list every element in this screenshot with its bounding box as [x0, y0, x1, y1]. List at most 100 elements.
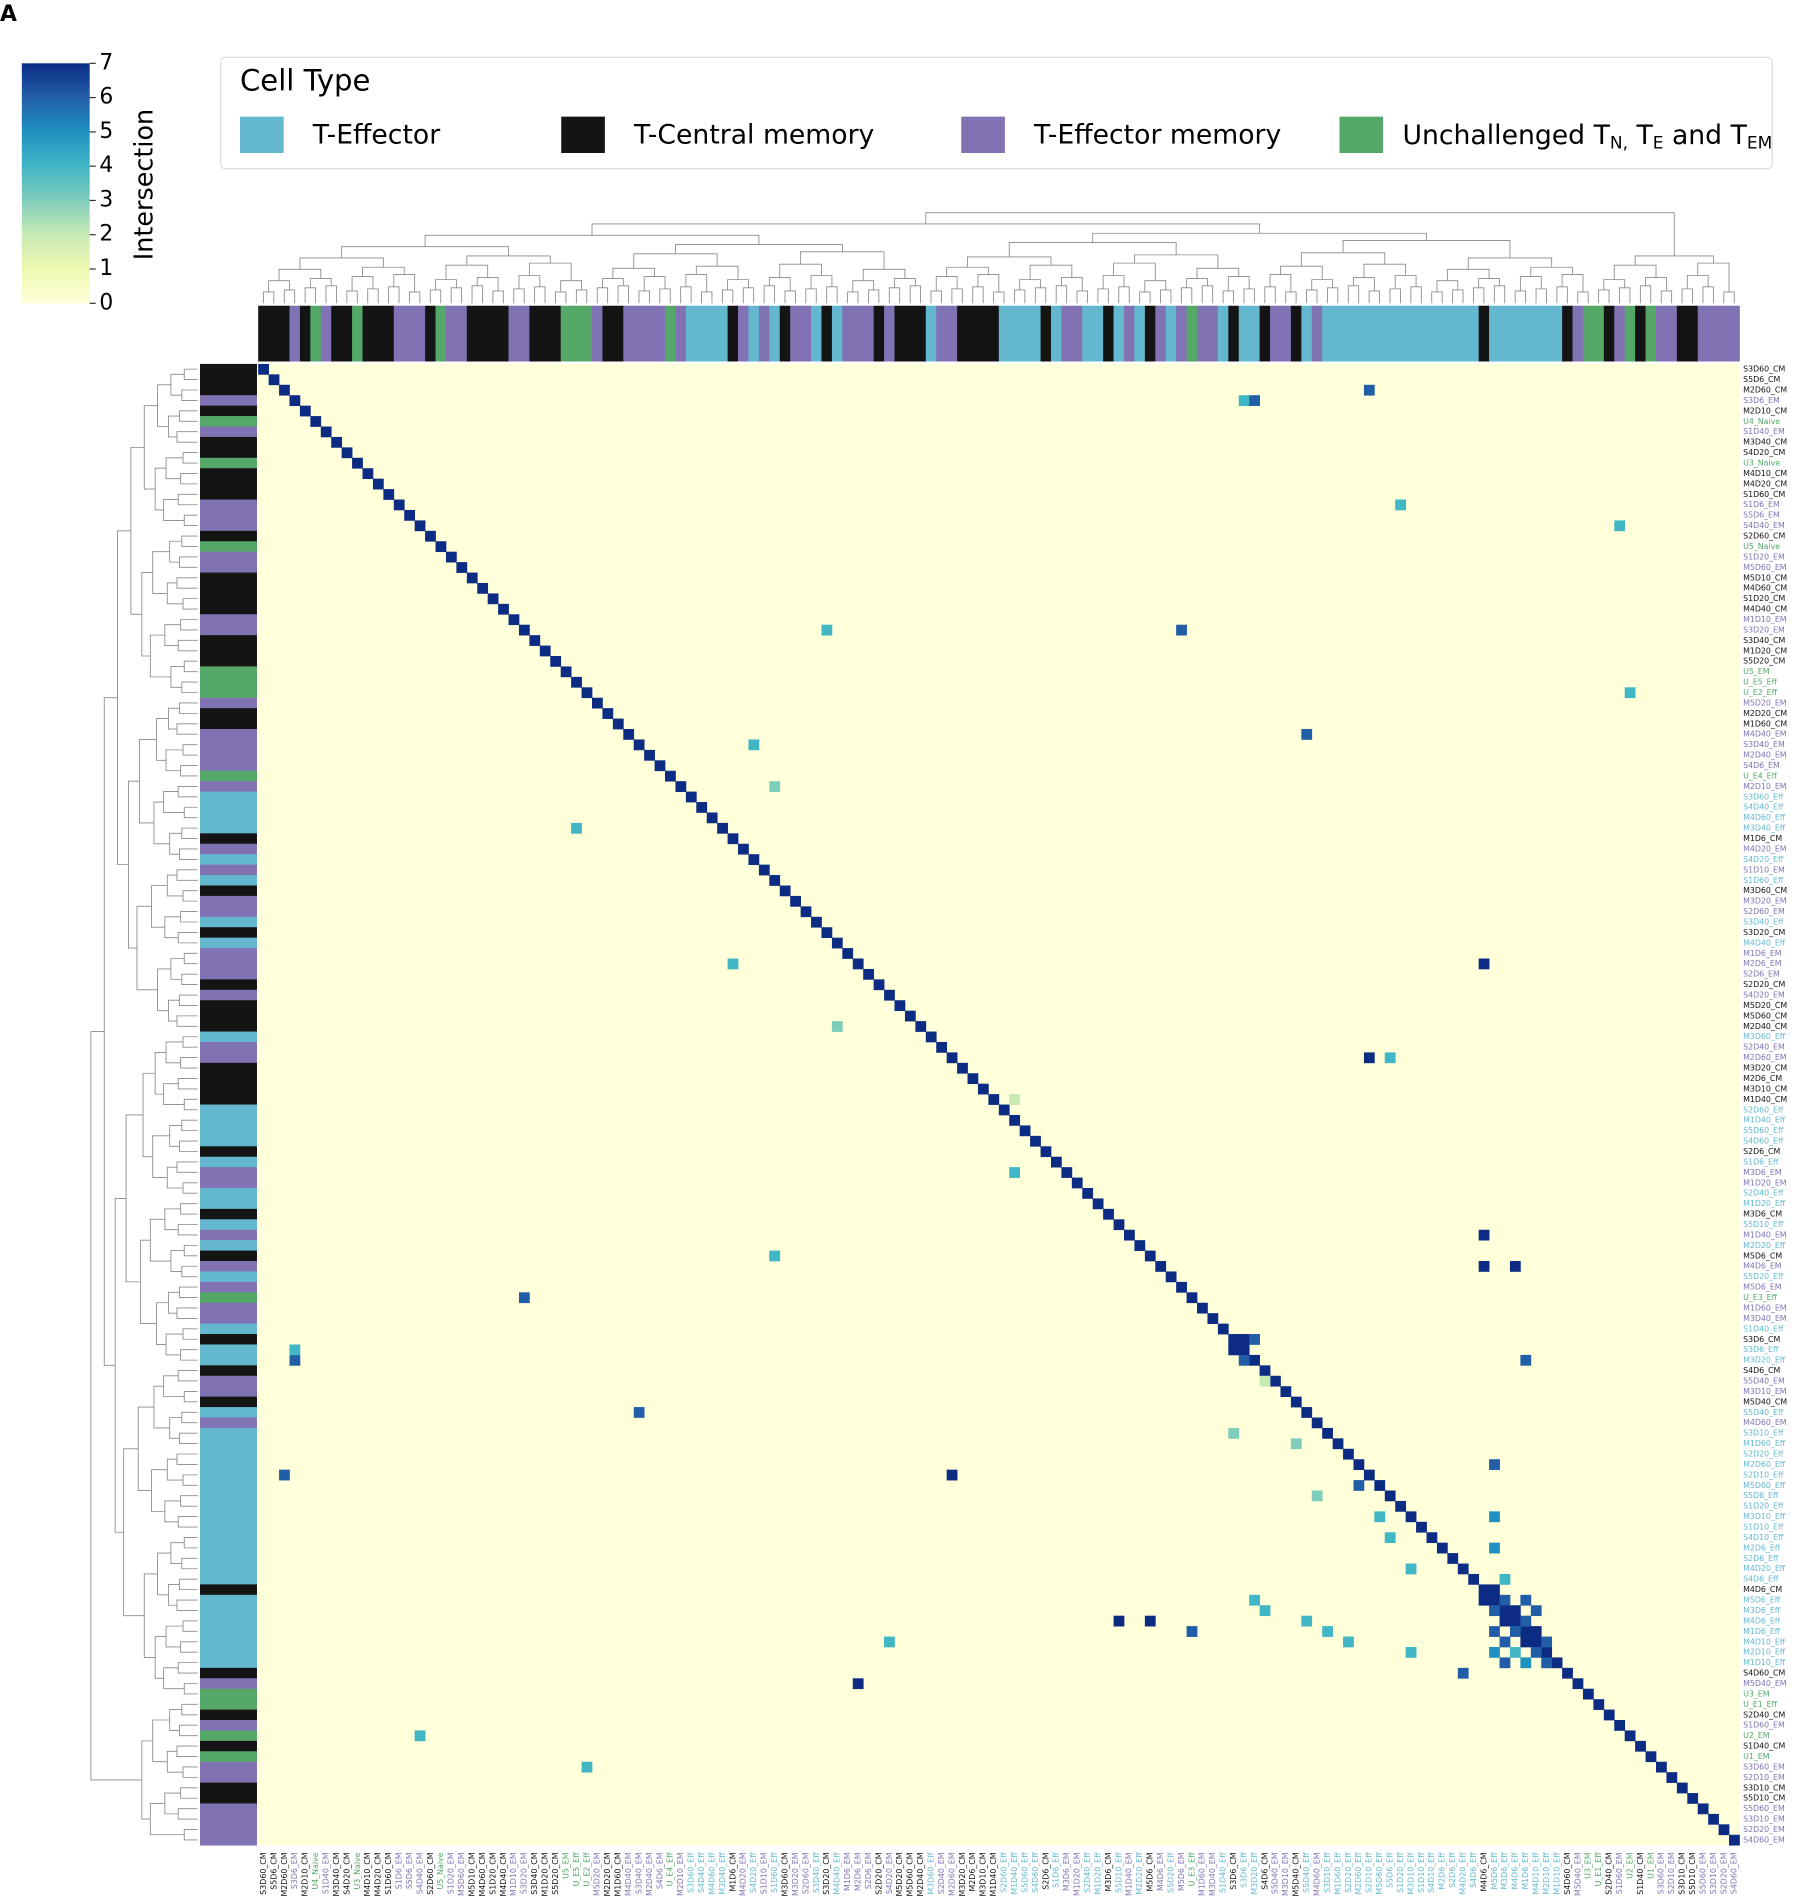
row-label: M4D20_CM [1743, 479, 1787, 488]
dendrogram-branch [154, 467, 167, 511]
legend-swatch [1339, 116, 1384, 154]
row-group [200, 1094, 257, 1105]
cell [289, 1344, 301, 1356]
dendrogram-branch [768, 277, 791, 291]
dendrogram-branch [136, 905, 158, 991]
dendrogram-branch [1514, 290, 1527, 304]
col-group [341, 305, 353, 362]
row-group [200, 958, 257, 970]
dendrogram-branch [1092, 232, 1427, 243]
row-group [200, 1678, 257, 1690]
col-group [518, 305, 530, 362]
colorbar-tick-label: 7 [99, 50, 113, 75]
dendrogram-branch [177, 1078, 198, 1090]
row-label: S5D20_Eff [1743, 1272, 1784, 1281]
row-group [200, 666, 257, 678]
col-group [1061, 305, 1073, 362]
col-group [1030, 305, 1041, 362]
dendrogram-branch [1681, 288, 1693, 304]
col-group [1499, 305, 1511, 362]
row-group [200, 843, 257, 855]
dendrogram-branch [183, 1098, 198, 1111]
col-label: M1D6_Eff [1521, 1852, 1530, 1890]
row-group [200, 697, 257, 709]
row-label: M1D40_Eff [1743, 1116, 1786, 1125]
row-group [200, 749, 257, 761]
row-group [200, 1146, 257, 1158]
row-label: S1D10_EM [1743, 865, 1785, 874]
dendrogram-branch [1603, 279, 1626, 290]
row-label: M2D10_Eff [1743, 1648, 1786, 1657]
col-group [1280, 305, 1292, 362]
dendrogram-branch [993, 291, 1005, 304]
dendrogram-branch [183, 1390, 198, 1403]
dendrogram-branch [177, 1516, 198, 1528]
diagonal-cell [957, 1062, 968, 1074]
row-label: U3_Naive [1743, 459, 1780, 468]
dendrogram-branch [163, 791, 185, 813]
legend-text: Unchallenged T [1402, 120, 1610, 151]
row-label: M5D60_CM [1743, 1011, 1787, 1020]
dendrogram-branch [675, 244, 843, 254]
row-group [200, 1657, 257, 1669]
col-group [811, 305, 822, 362]
legend-label: T-Effector memory [1033, 120, 1281, 151]
col-group [873, 305, 885, 362]
dendrogram-branch [178, 848, 198, 860]
col-label: M5D60_CM [906, 1852, 915, 1896]
row-label: M5D20_CM [1743, 1001, 1787, 1010]
diagonal-cell [790, 895, 801, 907]
row-label: S3D20_CM [1743, 928, 1785, 937]
legend-label: T-Central memory [633, 120, 874, 151]
legend-text: and T [1663, 120, 1747, 151]
dendrogram-branch [152, 1719, 170, 1763]
row-label: M4D40_Eff [1743, 938, 1786, 947]
row-group [200, 1605, 257, 1617]
cell [1186, 1626, 1198, 1637]
dendrogram-branch [868, 289, 880, 304]
dendrogram-branch [1530, 266, 1573, 277]
cell [1489, 1584, 1500, 1596]
diagonal-cell [633, 739, 645, 751]
colorbar-tick-label: 3 [99, 187, 113, 212]
dendrogram-branch [534, 286, 546, 304]
cell [852, 1678, 864, 1690]
diagonal-cell [1635, 1740, 1646, 1752]
row-group [200, 1396, 257, 1408]
colorbar-label: Intersection [129, 109, 159, 260]
dendrogram-branch [805, 288, 817, 304]
dendrogram-branch [1452, 289, 1464, 304]
cell [414, 1730, 426, 1742]
row-group [200, 1010, 257, 1022]
row-group [200, 1448, 257, 1460]
row-label: S4D10_Eff [1743, 1533, 1784, 1542]
col-label: S3D10_CM [1678, 1852, 1687, 1894]
col-label: M4D20_Eff [1459, 1852, 1468, 1895]
dendrogram-branch [168, 1583, 180, 1606]
diagonal-cell [1593, 1699, 1605, 1710]
dendrogram-branch [367, 288, 379, 304]
col-group [644, 305, 655, 362]
row-label: M1D10_Eff [1743, 1658, 1786, 1667]
row-label: M3D6_Eff [1743, 1606, 1781, 1615]
row-label: S3D10_EM [1743, 1815, 1785, 1824]
cell [1478, 958, 1490, 970]
dendrogram-branch [1097, 288, 1109, 304]
dendrogram-branch [346, 290, 358, 304]
row-group [200, 854, 257, 865]
col-label: M5D10_CM [468, 1852, 477, 1896]
cell [748, 739, 760, 751]
row-group [200, 718, 257, 730]
dendrogram-branch [935, 276, 958, 291]
col-label: M4D10_Eff [1532, 1852, 1541, 1895]
diagonal-cell [852, 958, 864, 970]
dendrogram-branch [180, 1787, 198, 1799]
row-label: S4D6_Eff [1743, 1575, 1779, 1584]
dendrogram-branch [149, 634, 171, 678]
row-label: M5D6_CM [1743, 1251, 1782, 1260]
diagonal-cell [644, 749, 655, 761]
col-label: M2D60_Eff [1354, 1852, 1363, 1895]
col-group [1353, 305, 1365, 362]
col-label: S5D10_Eff [1114, 1852, 1123, 1893]
